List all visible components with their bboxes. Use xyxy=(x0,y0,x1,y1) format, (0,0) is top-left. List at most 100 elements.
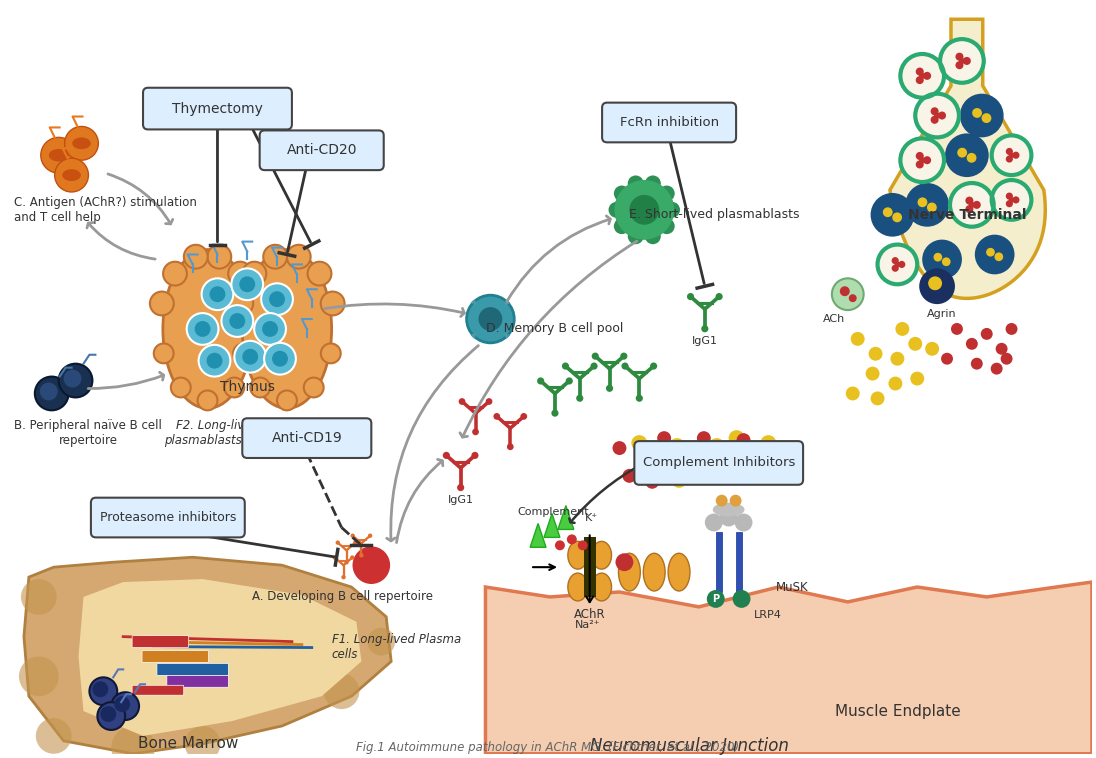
Circle shape xyxy=(277,390,297,410)
Circle shape xyxy=(644,175,661,191)
Circle shape xyxy=(493,413,500,420)
Circle shape xyxy=(344,560,349,565)
Circle shape xyxy=(945,133,989,177)
Circle shape xyxy=(732,590,751,608)
Polygon shape xyxy=(544,514,560,537)
Circle shape xyxy=(981,328,993,340)
Circle shape xyxy=(894,262,900,268)
Circle shape xyxy=(971,358,983,370)
Text: C. Antigen (AChR?) stimulation
and T cell help: C. Antigen (AChR?) stimulation and T cel… xyxy=(14,196,197,224)
Circle shape xyxy=(934,253,943,262)
Circle shape xyxy=(931,116,938,124)
Circle shape xyxy=(731,458,746,474)
Polygon shape xyxy=(530,524,546,547)
Circle shape xyxy=(341,575,345,579)
Circle shape xyxy=(112,726,155,758)
Circle shape xyxy=(922,240,962,279)
Circle shape xyxy=(737,433,751,447)
Circle shape xyxy=(716,293,722,300)
Circle shape xyxy=(911,371,924,386)
Circle shape xyxy=(608,202,625,218)
Circle shape xyxy=(198,345,230,377)
Text: Agrin: Agrin xyxy=(927,309,957,319)
Circle shape xyxy=(353,540,357,545)
Circle shape xyxy=(229,313,246,329)
Circle shape xyxy=(153,343,173,363)
Ellipse shape xyxy=(62,169,81,181)
Circle shape xyxy=(892,212,902,222)
Circle shape xyxy=(711,468,727,484)
Circle shape xyxy=(992,136,1031,175)
Circle shape xyxy=(920,157,925,163)
Text: FcRn inhibition: FcRn inhibition xyxy=(619,116,719,129)
Circle shape xyxy=(846,387,859,400)
Circle shape xyxy=(905,183,949,227)
Circle shape xyxy=(614,186,630,202)
Text: K⁺: K⁺ xyxy=(585,512,598,522)
Circle shape xyxy=(270,291,285,307)
Circle shape xyxy=(239,277,255,293)
Circle shape xyxy=(272,351,288,367)
Circle shape xyxy=(472,428,479,435)
Circle shape xyxy=(951,323,963,335)
Circle shape xyxy=(90,678,117,705)
Circle shape xyxy=(832,278,864,310)
Circle shape xyxy=(850,332,865,346)
Circle shape xyxy=(701,325,708,332)
Circle shape xyxy=(207,245,231,268)
Circle shape xyxy=(555,540,564,550)
Circle shape xyxy=(938,111,946,120)
Circle shape xyxy=(974,235,1015,274)
Circle shape xyxy=(969,202,975,208)
Text: Anti-CD19: Anti-CD19 xyxy=(272,431,342,445)
Text: Fig.1 Autoimmune pathology in AChR MG. (Fichtner, et al., 2020): Fig.1 Autoimmune pathology in AChR MG. (… xyxy=(356,741,740,754)
Circle shape xyxy=(664,202,680,218)
Text: B. Peripheral naïve B cell
repertoire: B. Peripheral naïve B cell repertoire xyxy=(14,419,162,447)
Circle shape xyxy=(869,347,882,361)
Circle shape xyxy=(916,161,924,168)
Circle shape xyxy=(717,451,731,465)
Circle shape xyxy=(350,556,354,559)
Circle shape xyxy=(890,352,904,365)
Circle shape xyxy=(991,362,1003,374)
Circle shape xyxy=(242,262,266,286)
Circle shape xyxy=(576,395,583,402)
Circle shape xyxy=(150,292,174,315)
Circle shape xyxy=(35,377,69,410)
Bar xyxy=(716,532,721,592)
Circle shape xyxy=(323,673,359,709)
Circle shape xyxy=(261,283,293,315)
FancyBboxPatch shape xyxy=(142,88,292,130)
Circle shape xyxy=(1008,197,1014,202)
Circle shape xyxy=(606,385,613,392)
Circle shape xyxy=(229,292,253,315)
Circle shape xyxy=(870,193,914,236)
Ellipse shape xyxy=(592,573,612,601)
Circle shape xyxy=(1006,148,1013,155)
Circle shape xyxy=(916,67,924,76)
Circle shape xyxy=(720,509,738,527)
FancyBboxPatch shape xyxy=(91,498,244,537)
Circle shape xyxy=(186,313,218,345)
Circle shape xyxy=(1001,352,1013,365)
Circle shape xyxy=(962,57,971,65)
Circle shape xyxy=(591,362,597,370)
Circle shape xyxy=(241,292,265,315)
Circle shape xyxy=(101,706,116,722)
Ellipse shape xyxy=(72,137,91,149)
Circle shape xyxy=(562,362,569,370)
Circle shape xyxy=(195,321,210,337)
Circle shape xyxy=(629,195,659,224)
Circle shape xyxy=(646,475,659,489)
Circle shape xyxy=(242,349,259,365)
Circle shape xyxy=(734,514,753,531)
Circle shape xyxy=(443,452,450,459)
Circle shape xyxy=(689,445,705,461)
Ellipse shape xyxy=(568,573,587,601)
Polygon shape xyxy=(890,19,1046,299)
Circle shape xyxy=(55,158,89,192)
Circle shape xyxy=(457,484,465,491)
Circle shape xyxy=(973,201,981,209)
Circle shape xyxy=(578,540,587,550)
Circle shape xyxy=(761,435,776,451)
